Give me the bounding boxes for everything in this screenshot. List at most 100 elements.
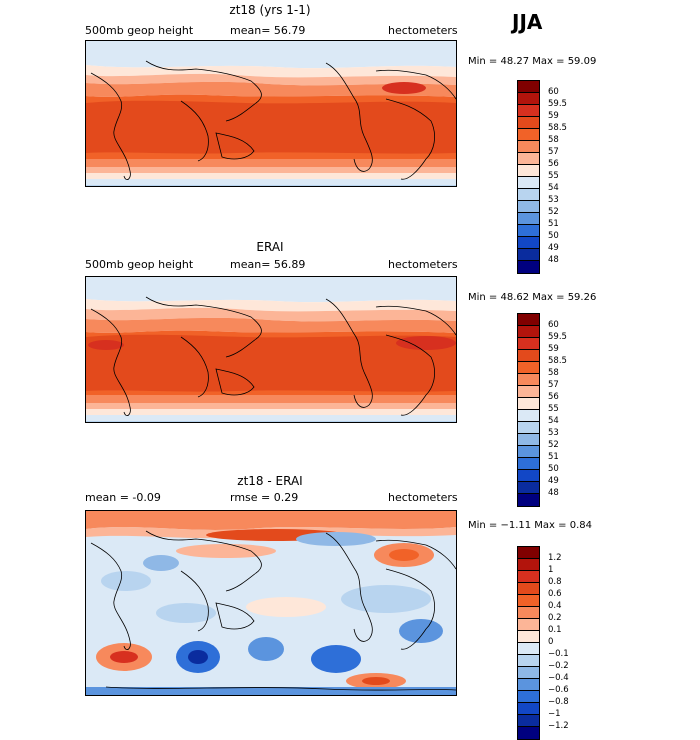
colorbar-tick-label: 0 bbox=[548, 637, 554, 647]
colorbar-tick-label: 49 bbox=[548, 243, 559, 253]
colorbar-swatch bbox=[518, 583, 539, 595]
panel1-variable-label: 500mb geop height bbox=[85, 24, 194, 37]
colorbar-swatch bbox=[518, 314, 539, 326]
colorbar-swatch bbox=[518, 326, 539, 338]
colorbar-swatch bbox=[518, 165, 539, 177]
colorbar-swatch bbox=[518, 141, 539, 153]
colorbar-swatch bbox=[518, 559, 539, 571]
colorbar-swatch bbox=[518, 619, 539, 631]
colorbar-tick-label: 1 bbox=[548, 565, 554, 575]
panel3-mean-label: mean = -0.09 bbox=[85, 491, 161, 504]
panel1-title: zt18 (yrs 1-1) bbox=[229, 3, 311, 17]
colorbar-swatch bbox=[518, 679, 539, 691]
colorbar-swatch bbox=[518, 249, 539, 261]
panel1-map bbox=[85, 40, 457, 187]
colorbar-tick-label: 52 bbox=[548, 207, 559, 217]
panel2-map bbox=[85, 276, 457, 423]
colorbar-tick-label: 49 bbox=[548, 476, 559, 486]
colorbar-swatch bbox=[518, 93, 539, 105]
colorbar-tick-label: −1 bbox=[548, 709, 561, 719]
colorbar-tick-label: 57 bbox=[548, 380, 559, 390]
panel2-minmax: Min = 48.62 Max = 59.26 bbox=[468, 292, 597, 303]
colorbar-swatch bbox=[518, 189, 539, 201]
colorbar-swatch bbox=[518, 607, 539, 619]
colorbar-swatch bbox=[518, 643, 539, 655]
colorbar-tick-label: 48 bbox=[548, 255, 559, 265]
colorbar-tick-label: −0.8 bbox=[548, 697, 569, 707]
colorbar-tick-label: 52 bbox=[548, 440, 559, 450]
colorbar-tick-label: 58 bbox=[548, 135, 559, 145]
colorbar-tick-label: 53 bbox=[548, 428, 559, 438]
colorbar-tick-label: −0.1 bbox=[548, 649, 569, 659]
colorbar-tick-label: 58 bbox=[548, 368, 559, 378]
panel2-title: ERAI bbox=[256, 240, 284, 254]
colorbar-tick-label: 59.5 bbox=[548, 99, 567, 109]
colorbar-swatch bbox=[518, 703, 539, 715]
panel3-minmax: Min = −1.11 Max = 0.84 bbox=[468, 520, 592, 531]
colorbar-tick-label: 58.5 bbox=[548, 356, 567, 366]
colorbar-swatch bbox=[518, 237, 539, 249]
colorbar-swatch bbox=[518, 470, 539, 482]
panel3-colorbar bbox=[517, 546, 540, 740]
colorbar-tick-label: 58.5 bbox=[548, 123, 567, 133]
colorbar-tick-label: 0.2 bbox=[548, 613, 562, 623]
colorbar-swatch bbox=[518, 362, 539, 374]
panel2-variable-label: 500mb geop height bbox=[85, 258, 194, 271]
colorbar-swatch bbox=[518, 494, 539, 506]
colorbar-swatch bbox=[518, 446, 539, 458]
colorbar-tick-label: 0.6 bbox=[548, 589, 562, 599]
panel1-units-label: hectometers bbox=[388, 24, 458, 37]
panel2-mean-label: mean= 56.89 bbox=[230, 258, 306, 271]
colorbar-tick-label: 59.5 bbox=[548, 332, 567, 342]
colorbar-tick-label: 51 bbox=[548, 219, 559, 229]
colorbar-tick-label: 55 bbox=[548, 404, 559, 414]
colorbar-tick-label: 51 bbox=[548, 452, 559, 462]
colorbar-swatch bbox=[518, 213, 539, 225]
colorbar-swatch bbox=[518, 482, 539, 494]
colorbar-swatch bbox=[518, 571, 539, 583]
colorbar-tick-label: 56 bbox=[548, 392, 559, 402]
panel1-minmax: Min = 48.27 Max = 59.09 bbox=[468, 56, 597, 67]
season-label: JJA bbox=[512, 10, 543, 34]
colorbar-swatch bbox=[518, 81, 539, 93]
colorbar-tick-label: −0.4 bbox=[548, 673, 569, 683]
colorbar-swatch bbox=[518, 261, 539, 273]
colorbar-tick-label: −0.6 bbox=[548, 685, 569, 695]
colorbar-swatch bbox=[518, 386, 539, 398]
colorbar-tick-label: 59 bbox=[548, 111, 559, 121]
colorbar-swatch bbox=[518, 691, 539, 703]
colorbar-swatch bbox=[518, 547, 539, 559]
colorbar-tick-label: 60 bbox=[548, 320, 559, 330]
colorbar-swatch bbox=[518, 655, 539, 667]
colorbar-swatch bbox=[518, 153, 539, 165]
colorbar-tick-label: 50 bbox=[548, 231, 559, 241]
colorbar-swatch bbox=[518, 374, 539, 386]
colorbar-tick-label: 53 bbox=[548, 195, 559, 205]
colorbar-tick-label: 56 bbox=[548, 159, 559, 169]
colorbar-swatch bbox=[518, 225, 539, 237]
colorbar-swatch bbox=[518, 410, 539, 422]
colorbar-tick-label: 60 bbox=[548, 87, 559, 97]
colorbar-swatch bbox=[518, 117, 539, 129]
colorbar-tick-label: 48 bbox=[548, 488, 559, 498]
colorbar-tick-label: 57 bbox=[548, 147, 559, 157]
colorbar-swatch bbox=[518, 667, 539, 679]
colorbar-tick-label: 54 bbox=[548, 416, 559, 426]
colorbar-swatch bbox=[518, 201, 539, 213]
panel1-mean-label: mean= 56.79 bbox=[230, 24, 306, 37]
colorbar-swatch bbox=[518, 458, 539, 470]
colorbar-swatch bbox=[518, 105, 539, 117]
colorbar-tick-label: 55 bbox=[548, 171, 559, 181]
panel2-units-label: hectometers bbox=[388, 258, 458, 271]
colorbar-swatch bbox=[518, 350, 539, 362]
colorbar-tick-label: 59 bbox=[548, 344, 559, 354]
colorbar-swatch bbox=[518, 727, 539, 739]
colorbar-swatch bbox=[518, 434, 539, 446]
panel3-rmse-label: rmse = 0.29 bbox=[230, 491, 299, 504]
colorbar-swatch bbox=[518, 129, 539, 141]
colorbar-swatch bbox=[518, 595, 539, 607]
panel3-units-label: hectometers bbox=[388, 491, 458, 504]
panel3-title: zt18 - ERAI bbox=[237, 474, 303, 488]
colorbar-tick-label: 50 bbox=[548, 464, 559, 474]
colorbar-swatch bbox=[518, 177, 539, 189]
